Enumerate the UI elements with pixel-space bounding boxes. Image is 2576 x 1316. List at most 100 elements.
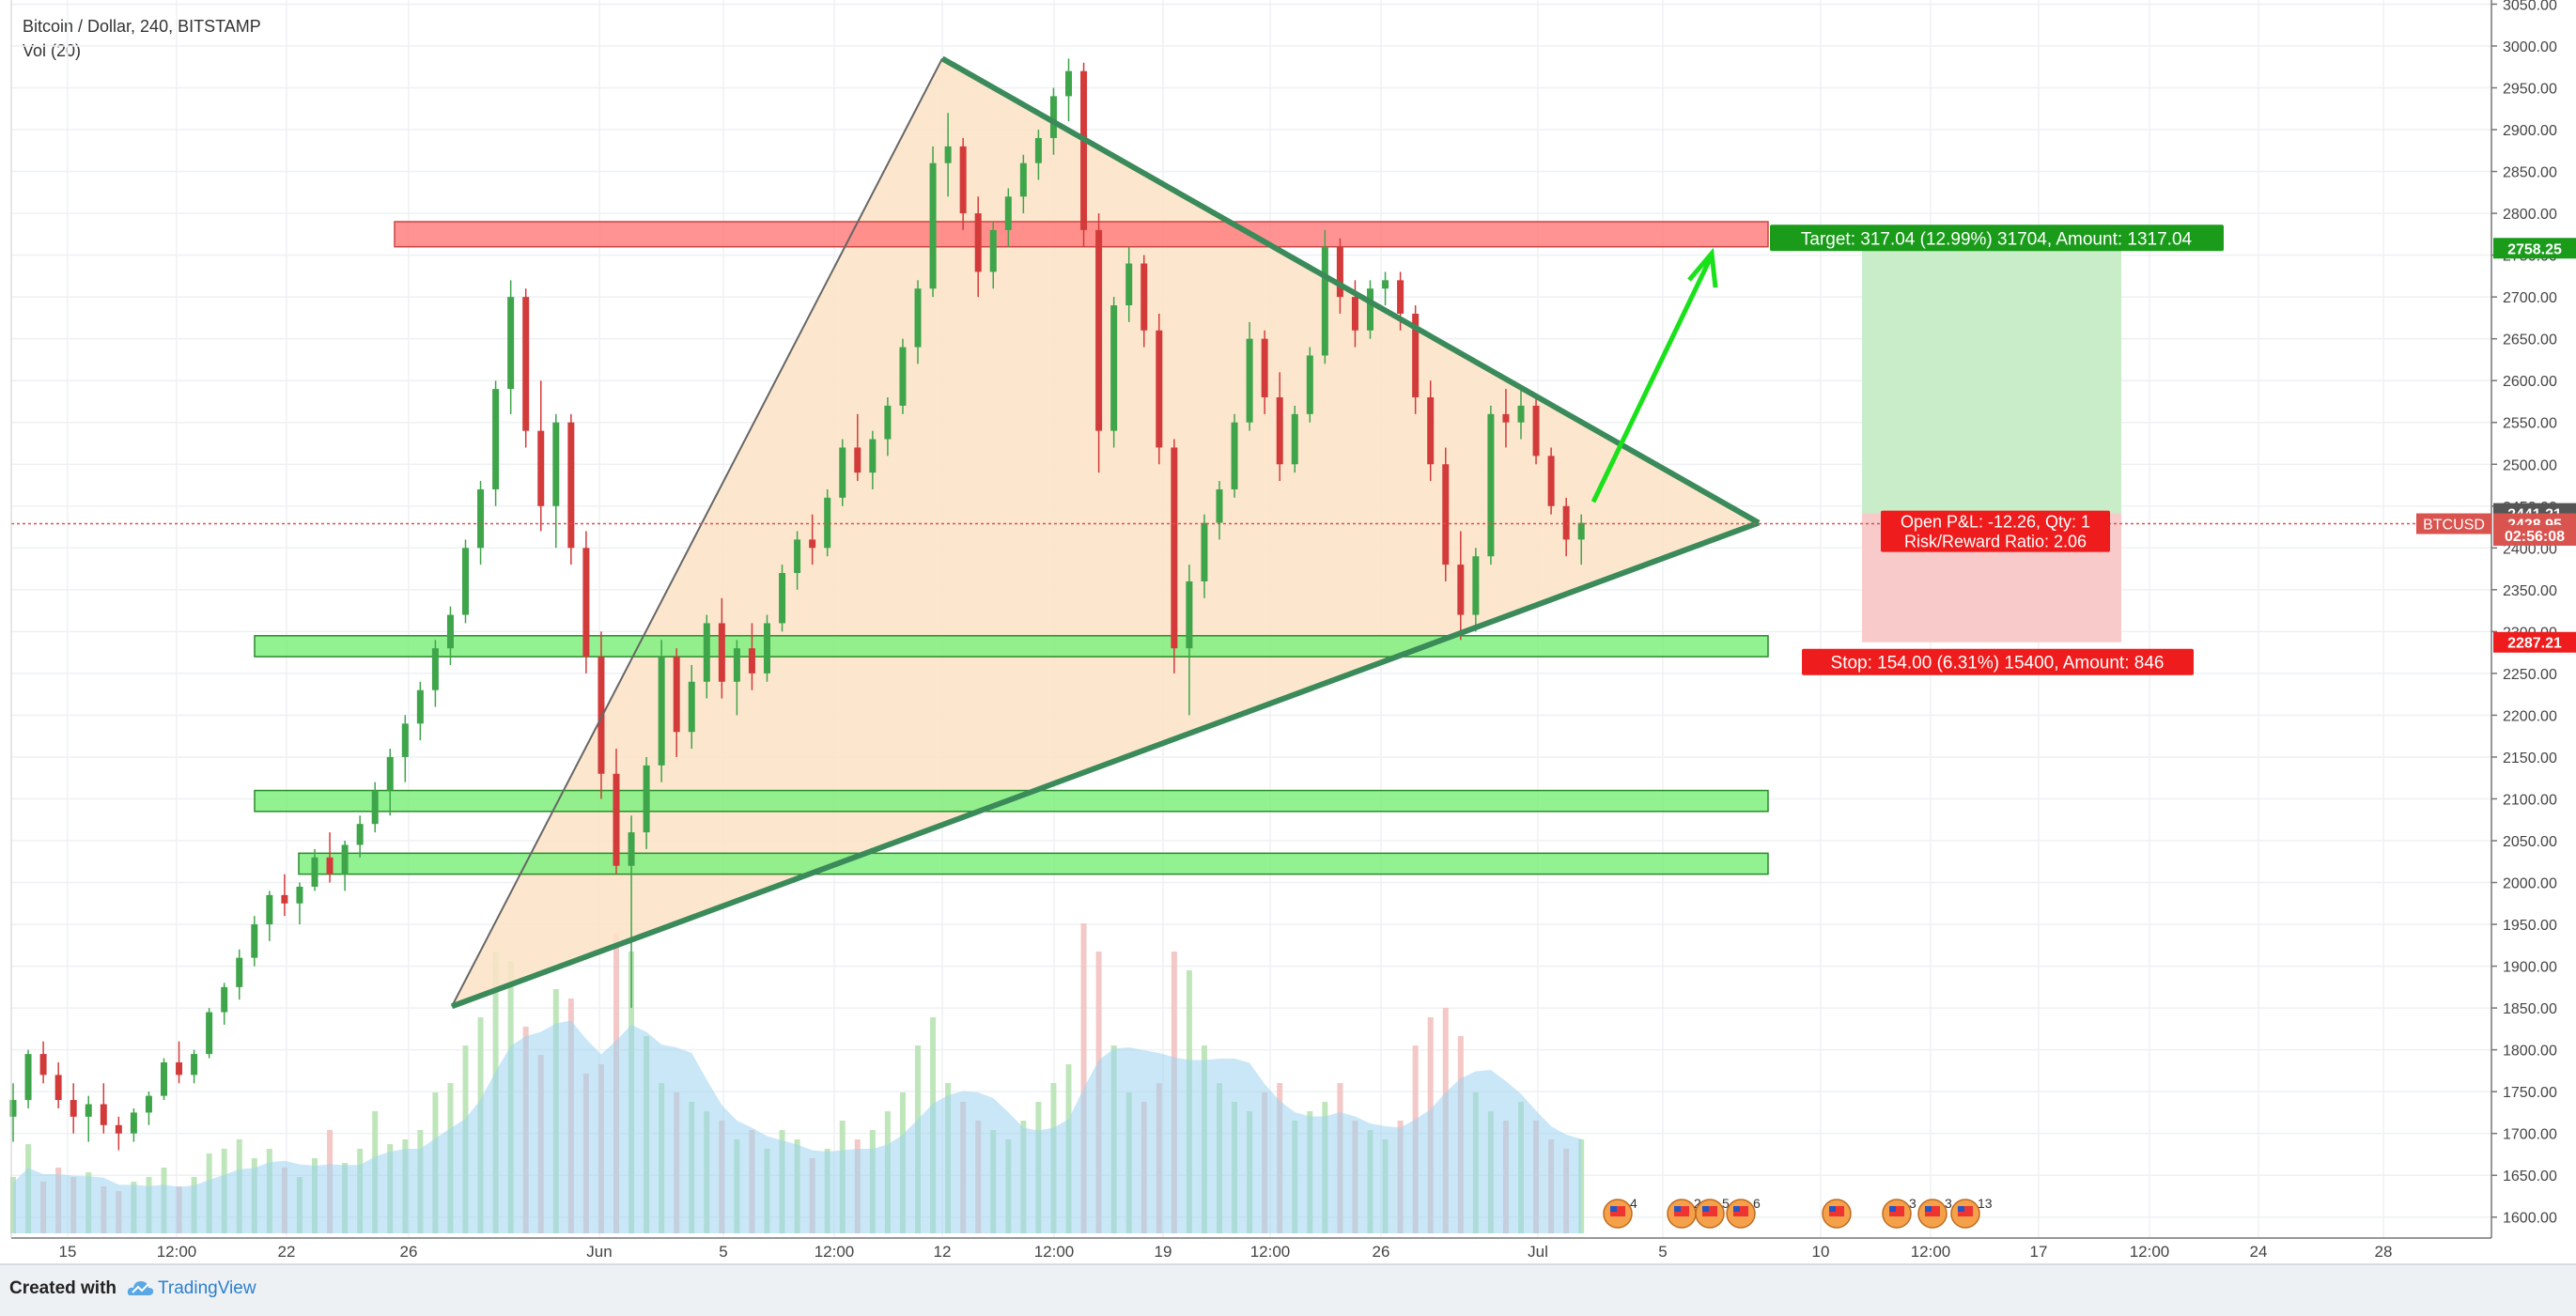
candle-body bbox=[989, 229, 997, 272]
candle bbox=[1125, 246, 1133, 322]
candle bbox=[1201, 514, 1208, 598]
x-tick-label: 5 bbox=[719, 1243, 727, 1261]
candle-body bbox=[236, 957, 243, 987]
price-tag-bg bbox=[2493, 631, 2576, 653]
symbol-tag-bg bbox=[2416, 513, 2491, 534]
candle-body bbox=[1049, 96, 1057, 138]
candle bbox=[613, 749, 620, 875]
flag-stripes bbox=[1733, 1206, 1748, 1216]
candle bbox=[884, 397, 892, 457]
candle bbox=[552, 413, 560, 549]
candle-body bbox=[1336, 246, 1343, 298]
candle-body bbox=[1291, 413, 1298, 465]
flag-canton bbox=[1610, 1206, 1617, 1212]
flag-stripes bbox=[1829, 1206, 1844, 1216]
candle-body bbox=[944, 146, 952, 163]
candle bbox=[673, 648, 680, 757]
candle bbox=[462, 539, 469, 624]
candle-body bbox=[628, 832, 635, 866]
triangle-left-line bbox=[451, 57, 943, 1007]
candle bbox=[1562, 497, 1570, 557]
candle-body bbox=[1427, 397, 1435, 465]
candle-body bbox=[251, 924, 258, 958]
created-with-text: Created with bbox=[9, 1278, 117, 1298]
candle-body bbox=[221, 986, 228, 1013]
tradingview-link[interactable]: TradingView bbox=[158, 1278, 256, 1298]
x-tick-label: 12:00 bbox=[1911, 1243, 1951, 1261]
x-tick-label: 12:00 bbox=[157, 1243, 197, 1261]
candle-body bbox=[1532, 405, 1540, 457]
candle-body bbox=[1351, 297, 1358, 331]
price-tag: 2758.25 bbox=[2493, 238, 2576, 259]
candle bbox=[1577, 514, 1585, 565]
candle bbox=[628, 815, 635, 1009]
candle bbox=[386, 749, 394, 816]
candle-body bbox=[1502, 413, 1510, 423]
candle-body bbox=[326, 857, 334, 875]
price-tag-text: 2287.21 bbox=[2507, 636, 2562, 652]
candle bbox=[1216, 481, 1223, 540]
footer: Created with TradingView bbox=[0, 1263, 2576, 1316]
candle-body bbox=[446, 614, 454, 649]
volume-moving-average-area bbox=[13, 1020, 1582, 1233]
stop-label-text: Stop: 154.00 (6.31%) 15400, Amount: 846 bbox=[1831, 654, 2165, 673]
candle-body bbox=[582, 548, 590, 658]
candle-body bbox=[733, 648, 740, 682]
candle-body bbox=[311, 857, 318, 887]
candle bbox=[1261, 330, 1268, 414]
candle-body bbox=[1216, 488, 1223, 523]
candle bbox=[1367, 280, 1373, 339]
candle-body bbox=[929, 163, 937, 289]
candle-body bbox=[176, 1061, 183, 1076]
flag-stripes bbox=[1610, 1206, 1625, 1216]
x-tick-label: Jun bbox=[586, 1243, 612, 1261]
candle-body bbox=[206, 1012, 213, 1055]
candle bbox=[371, 782, 379, 833]
pnl-text: Open P&L: -12.26, Qty: 1 bbox=[1901, 513, 2090, 532]
candle bbox=[1336, 238, 1343, 314]
candle bbox=[341, 840, 349, 891]
candle-body bbox=[386, 756, 394, 791]
stop-label-bg bbox=[1802, 648, 2194, 675]
candle-body bbox=[1034, 137, 1042, 163]
candle-body bbox=[54, 1075, 62, 1101]
candle bbox=[70, 1083, 77, 1134]
candle bbox=[130, 1107, 137, 1142]
candle bbox=[1080, 62, 1088, 247]
x-tick-label: 12 bbox=[934, 1243, 952, 1261]
candle bbox=[1457, 531, 1465, 641]
candle-body bbox=[613, 773, 620, 866]
candle bbox=[703, 614, 710, 699]
candle-body bbox=[824, 497, 831, 549]
candle-body bbox=[70, 1100, 77, 1117]
price-chart[interactable]: 4 2 5 6 3 3 13 1600.00 1650.00 1700.00 1750.00 180… bbox=[0, 0, 2576, 1263]
position-labels: 2758.252441.212428.95BTCUSD02:56:082287.… bbox=[1770, 224, 2576, 675]
candle bbox=[176, 1041, 183, 1084]
candle-body bbox=[884, 405, 892, 440]
candle bbox=[1246, 321, 1253, 431]
x-tick-label: 15 bbox=[59, 1243, 77, 1261]
candle-body bbox=[764, 623, 770, 673]
candle-body bbox=[658, 657, 665, 766]
event-flag-icon: 2 bbox=[1667, 1196, 1701, 1229]
candle bbox=[522, 288, 530, 448]
candle-body bbox=[643, 765, 650, 833]
candle bbox=[1186, 565, 1193, 716]
candle bbox=[85, 1095, 92, 1142]
candle bbox=[1095, 213, 1103, 473]
price-tag: 2287.21 bbox=[2493, 631, 2576, 653]
candle-body bbox=[1397, 280, 1404, 314]
event-flag-icon: 4 bbox=[1603, 1196, 1637, 1229]
candle bbox=[809, 514, 816, 565]
candle-body bbox=[1321, 246, 1328, 356]
candle-body bbox=[718, 623, 725, 682]
x-tick-label: 24 bbox=[2250, 1243, 2268, 1261]
event-count: 4 bbox=[1630, 1196, 1637, 1211]
target-label-bg bbox=[1770, 224, 2224, 252]
candle-body bbox=[567, 422, 575, 549]
candle-body bbox=[341, 844, 349, 875]
flag-stripes bbox=[1925, 1206, 1940, 1216]
price-tag-text: 2758.25 bbox=[2507, 241, 2562, 257]
candle bbox=[1171, 439, 1178, 673]
event-count: 3 bbox=[1909, 1196, 1916, 1211]
